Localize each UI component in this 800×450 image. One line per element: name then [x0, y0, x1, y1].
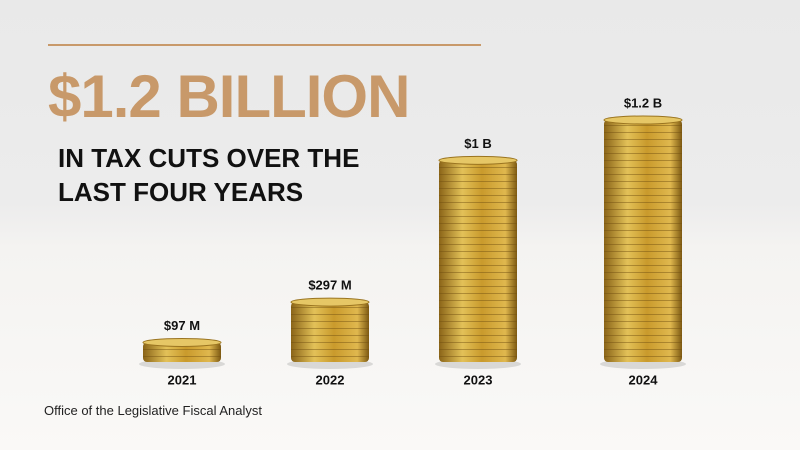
coin-ridges: [604, 120, 682, 362]
value-label: $297 M: [308, 278, 351, 293]
coin-ridges: [143, 342, 221, 362]
subtitle: IN TAX CUTS OVER THE LAST FOUR YEARS: [58, 143, 360, 207]
value-label: $1.2 B: [624, 95, 662, 110]
coin-top: [438, 155, 518, 165]
x-tick-label: 2023: [464, 372, 493, 387]
coin-top: [142, 337, 222, 347]
x-tick-label: 2022: [316, 372, 345, 387]
coin-top: [603, 115, 683, 125]
coin-ridges: [291, 302, 369, 362]
x-tick-label: 2021: [168, 372, 197, 387]
x-tick-label: 2024: [629, 372, 659, 387]
source: Office of the Legislative Fiscal Analyst: [44, 403, 262, 418]
title: $1.2 BILLION: [48, 63, 410, 130]
value-label: $97 M: [164, 318, 200, 333]
coin-top: [290, 297, 370, 307]
coin-ridges: [439, 160, 517, 362]
value-label: $1 B: [464, 136, 491, 151]
